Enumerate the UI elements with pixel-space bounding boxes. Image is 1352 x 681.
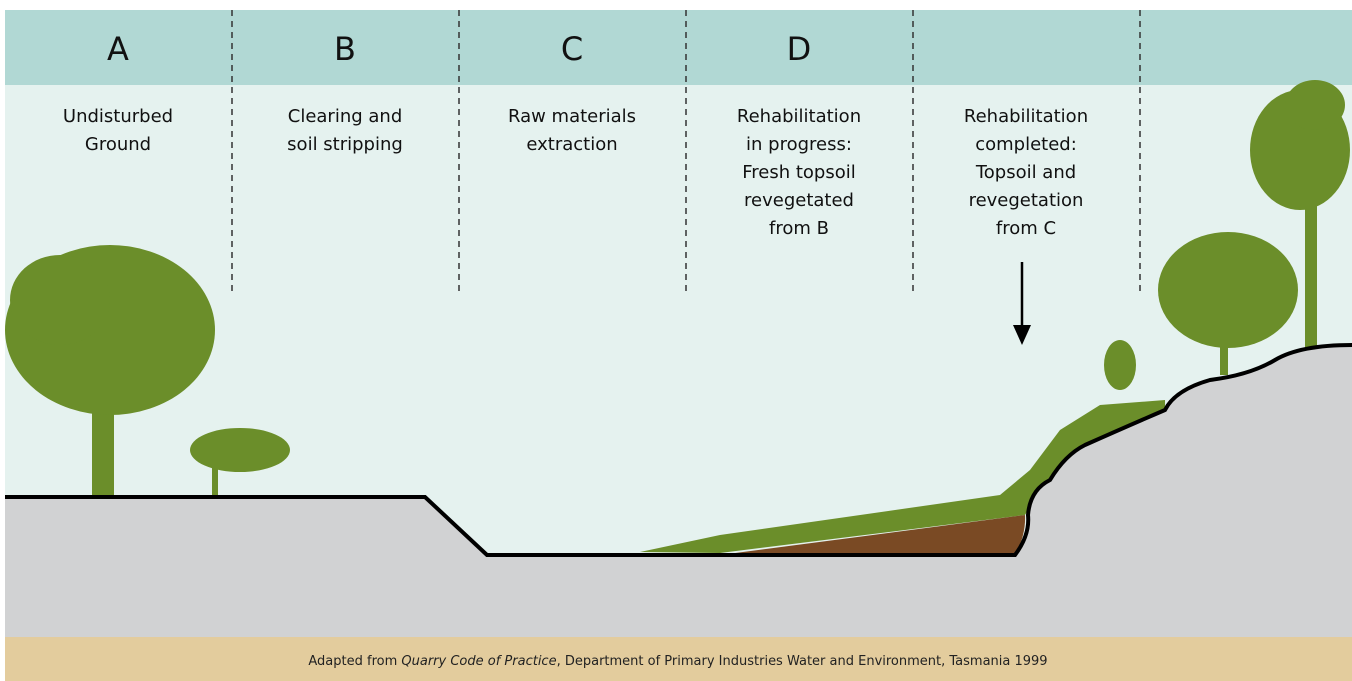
stage-letter: B	[334, 30, 356, 68]
footer-before: Adapted from	[308, 654, 401, 669]
stage-description: extraction	[526, 134, 617, 155]
stage-description: revegetation	[969, 190, 1084, 211]
stage-description: Undisturbed	[63, 106, 173, 127]
stage-description: Topsoil and	[975, 162, 1076, 183]
stage-letter: A	[107, 30, 129, 68]
stage-description: revegetated	[744, 190, 854, 211]
footer-after: , Department of Primary Industries Water…	[557, 654, 1048, 669]
stage-description: soil stripping	[287, 134, 403, 155]
footer-text: Adapted from Quarry Code of Practice, De…	[308, 654, 1047, 669]
stage-description: completed:	[975, 134, 1077, 155]
stage-description: Rehabilitation	[964, 106, 1088, 127]
stage-description: from B	[769, 218, 829, 239]
stage-letter: D	[787, 30, 812, 68]
stage-description: Clearing and	[288, 106, 403, 127]
page: Adapted from Quarry Code of Practice, De…	[0, 0, 1352, 681]
stage-description: Ground	[85, 134, 151, 155]
quarry-diagram: Adapted from Quarry Code of Practice, De…	[0, 0, 1352, 681]
stage-description: Rehabilitation	[737, 106, 861, 127]
footer-italic: Quarry Code of Practice	[401, 654, 556, 669]
stage-description: Raw materials	[508, 106, 636, 127]
stage-description: in progress:	[746, 134, 852, 155]
header-band	[5, 10, 1352, 85]
stage-description: Fresh topsoil	[742, 162, 856, 183]
stage-letter: C	[561, 30, 583, 68]
stage-description: from C	[996, 218, 1056, 239]
